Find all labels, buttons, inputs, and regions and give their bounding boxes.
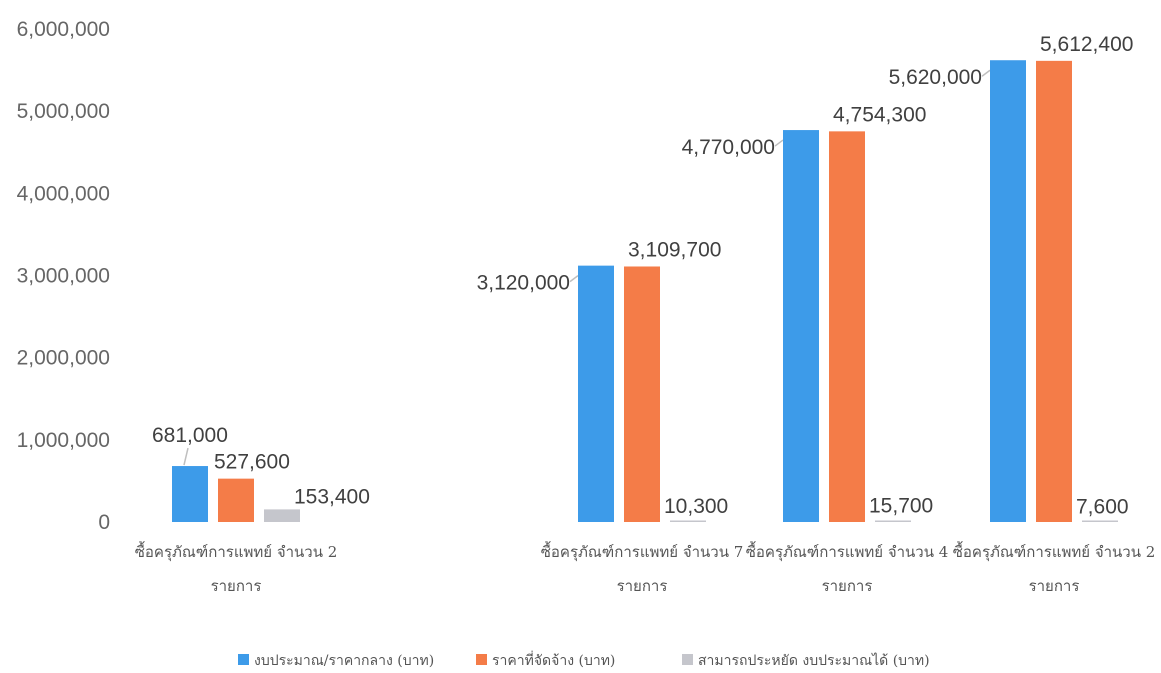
data-label-series-2: 4,754,300 xyxy=(833,103,926,126)
bars xyxy=(172,60,1118,523)
category-label: ซื้อครุภัณฑ์การแพทย์ จำนวน 7 xyxy=(541,541,744,562)
bar-series-3 xyxy=(1082,520,1118,522)
x-axis: ซื้อครุภัณฑ์การแพทย์ จำนวน 2 รายการ ซื้อคร… xyxy=(135,541,1156,595)
data-label-series-3: 7,600 xyxy=(1076,495,1129,518)
bar-series-1 xyxy=(172,466,208,522)
data-label-series-2: 527,600 xyxy=(214,451,290,474)
data-label-leader xyxy=(981,69,991,77)
bar-series-1 xyxy=(990,60,1026,523)
legend-label-series-1: งบประมาณ/ราคากลาง (บาท) xyxy=(254,653,434,669)
category-label: ซื้อครุภัณฑ์การแพทย์ จำนวน 2 xyxy=(135,541,338,562)
bar-series-3 xyxy=(264,509,300,522)
data-label-series-2: 5,612,400 xyxy=(1040,33,1133,56)
bar-series-1 xyxy=(578,265,614,522)
bar-series-3 xyxy=(875,520,911,522)
bar-series-2 xyxy=(1036,60,1072,522)
legend-label-series-3: สามารถประหยัด งบประมาณได้ (บาท) xyxy=(698,652,930,669)
y-tick-label: 4,000,000 xyxy=(17,182,110,205)
bar-series-2 xyxy=(218,478,254,522)
data-label-series-3: 15,700 xyxy=(869,495,933,518)
bar-series-2 xyxy=(624,266,660,522)
y-axis: 0 1,000,000 2,000,000 3,000,000 4,000,000 5,0… xyxy=(17,18,110,534)
y-tick-label: 0 xyxy=(98,511,110,534)
data-label-series-1: 681,000 xyxy=(152,424,228,447)
y-tick-label: 3,000,000 xyxy=(17,265,110,288)
legend-swatch-series-1 xyxy=(238,654,249,665)
category-label: ซื้อครุภัณฑ์การแพทย์ จำนวน 4 xyxy=(746,541,949,562)
data-label-leader xyxy=(183,447,189,466)
data-label-series-2: 3,109,700 xyxy=(628,238,721,261)
y-tick-label: 1,000,000 xyxy=(17,429,110,452)
y-tick-label: 5,000,000 xyxy=(17,100,110,123)
data-label-leader xyxy=(774,139,784,147)
bar-series-1 xyxy=(783,130,819,522)
y-tick-label: 2,000,000 xyxy=(17,347,110,370)
leader-lines xyxy=(183,69,991,466)
data-label-series-3: 10,300 xyxy=(664,495,728,518)
category-label: ซื้อครุภัณฑ์การแพทย์ จำนวน 2 xyxy=(953,541,1156,562)
legend: งบประมาณ/ราคากลาง (บาท) ราคาที่จัดจ้าง (บ… xyxy=(238,651,930,669)
bar-series-2 xyxy=(829,131,865,522)
data-label-series-1: 4,770,000 xyxy=(682,136,775,159)
data-label-series-1: 3,120,000 xyxy=(477,272,570,295)
data-label-leader xyxy=(569,275,579,283)
y-tick-label: 6,000,000 xyxy=(17,18,110,41)
category-label-line2: รายการ xyxy=(617,577,668,595)
bar-series-3 xyxy=(670,520,706,522)
data-label-series-1: 5,620,000 xyxy=(889,66,982,89)
data-label-series-3: 153,400 xyxy=(294,485,370,508)
legend-swatch-series-2 xyxy=(476,654,487,665)
legend-swatch-series-3 xyxy=(682,654,693,665)
category-label-line2: รายการ xyxy=(822,577,873,595)
category-label-line2: รายการ xyxy=(1029,577,1080,595)
legend-label-series-2: ราคาที่จัดจ้าง (บาท) xyxy=(492,651,615,669)
category-label-line2: รายการ xyxy=(211,577,262,595)
data-labels: 681,000 3,120,000 4,770,000 5,620,000 527,60… xyxy=(152,33,1133,519)
